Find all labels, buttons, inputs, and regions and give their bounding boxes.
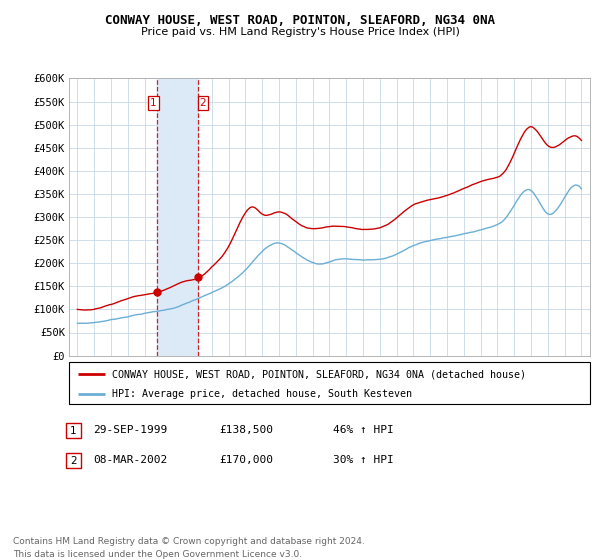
Text: Contains HM Land Registry data © Crown copyright and database right 2024.
This d: Contains HM Land Registry data © Crown c… (13, 538, 365, 559)
Text: £138,500: £138,500 (219, 425, 273, 435)
Text: HPI: Average price, detached house, South Kesteven: HPI: Average price, detached house, Sout… (112, 389, 412, 399)
Text: 2: 2 (70, 456, 77, 466)
Text: 30% ↑ HPI: 30% ↑ HPI (333, 455, 394, 465)
Text: CONWAY HOUSE, WEST ROAD, POINTON, SLEAFORD, NG34 0NA: CONWAY HOUSE, WEST ROAD, POINTON, SLEAFO… (105, 14, 495, 27)
Text: 46% ↑ HPI: 46% ↑ HPI (333, 425, 394, 435)
Text: 08-MAR-2002: 08-MAR-2002 (93, 455, 167, 465)
Text: 2: 2 (200, 99, 206, 108)
Text: CONWAY HOUSE, WEST ROAD, POINTON, SLEAFORD, NG34 0NA (detached house): CONWAY HOUSE, WEST ROAD, POINTON, SLEAFO… (112, 369, 526, 379)
Text: £170,000: £170,000 (219, 455, 273, 465)
Text: 1: 1 (70, 426, 77, 436)
Text: Price paid vs. HM Land Registry's House Price Index (HPI): Price paid vs. HM Land Registry's House … (140, 27, 460, 37)
Bar (157, 78, 198, 356)
Text: 1: 1 (150, 99, 157, 108)
Text: 29-SEP-1999: 29-SEP-1999 (93, 425, 167, 435)
